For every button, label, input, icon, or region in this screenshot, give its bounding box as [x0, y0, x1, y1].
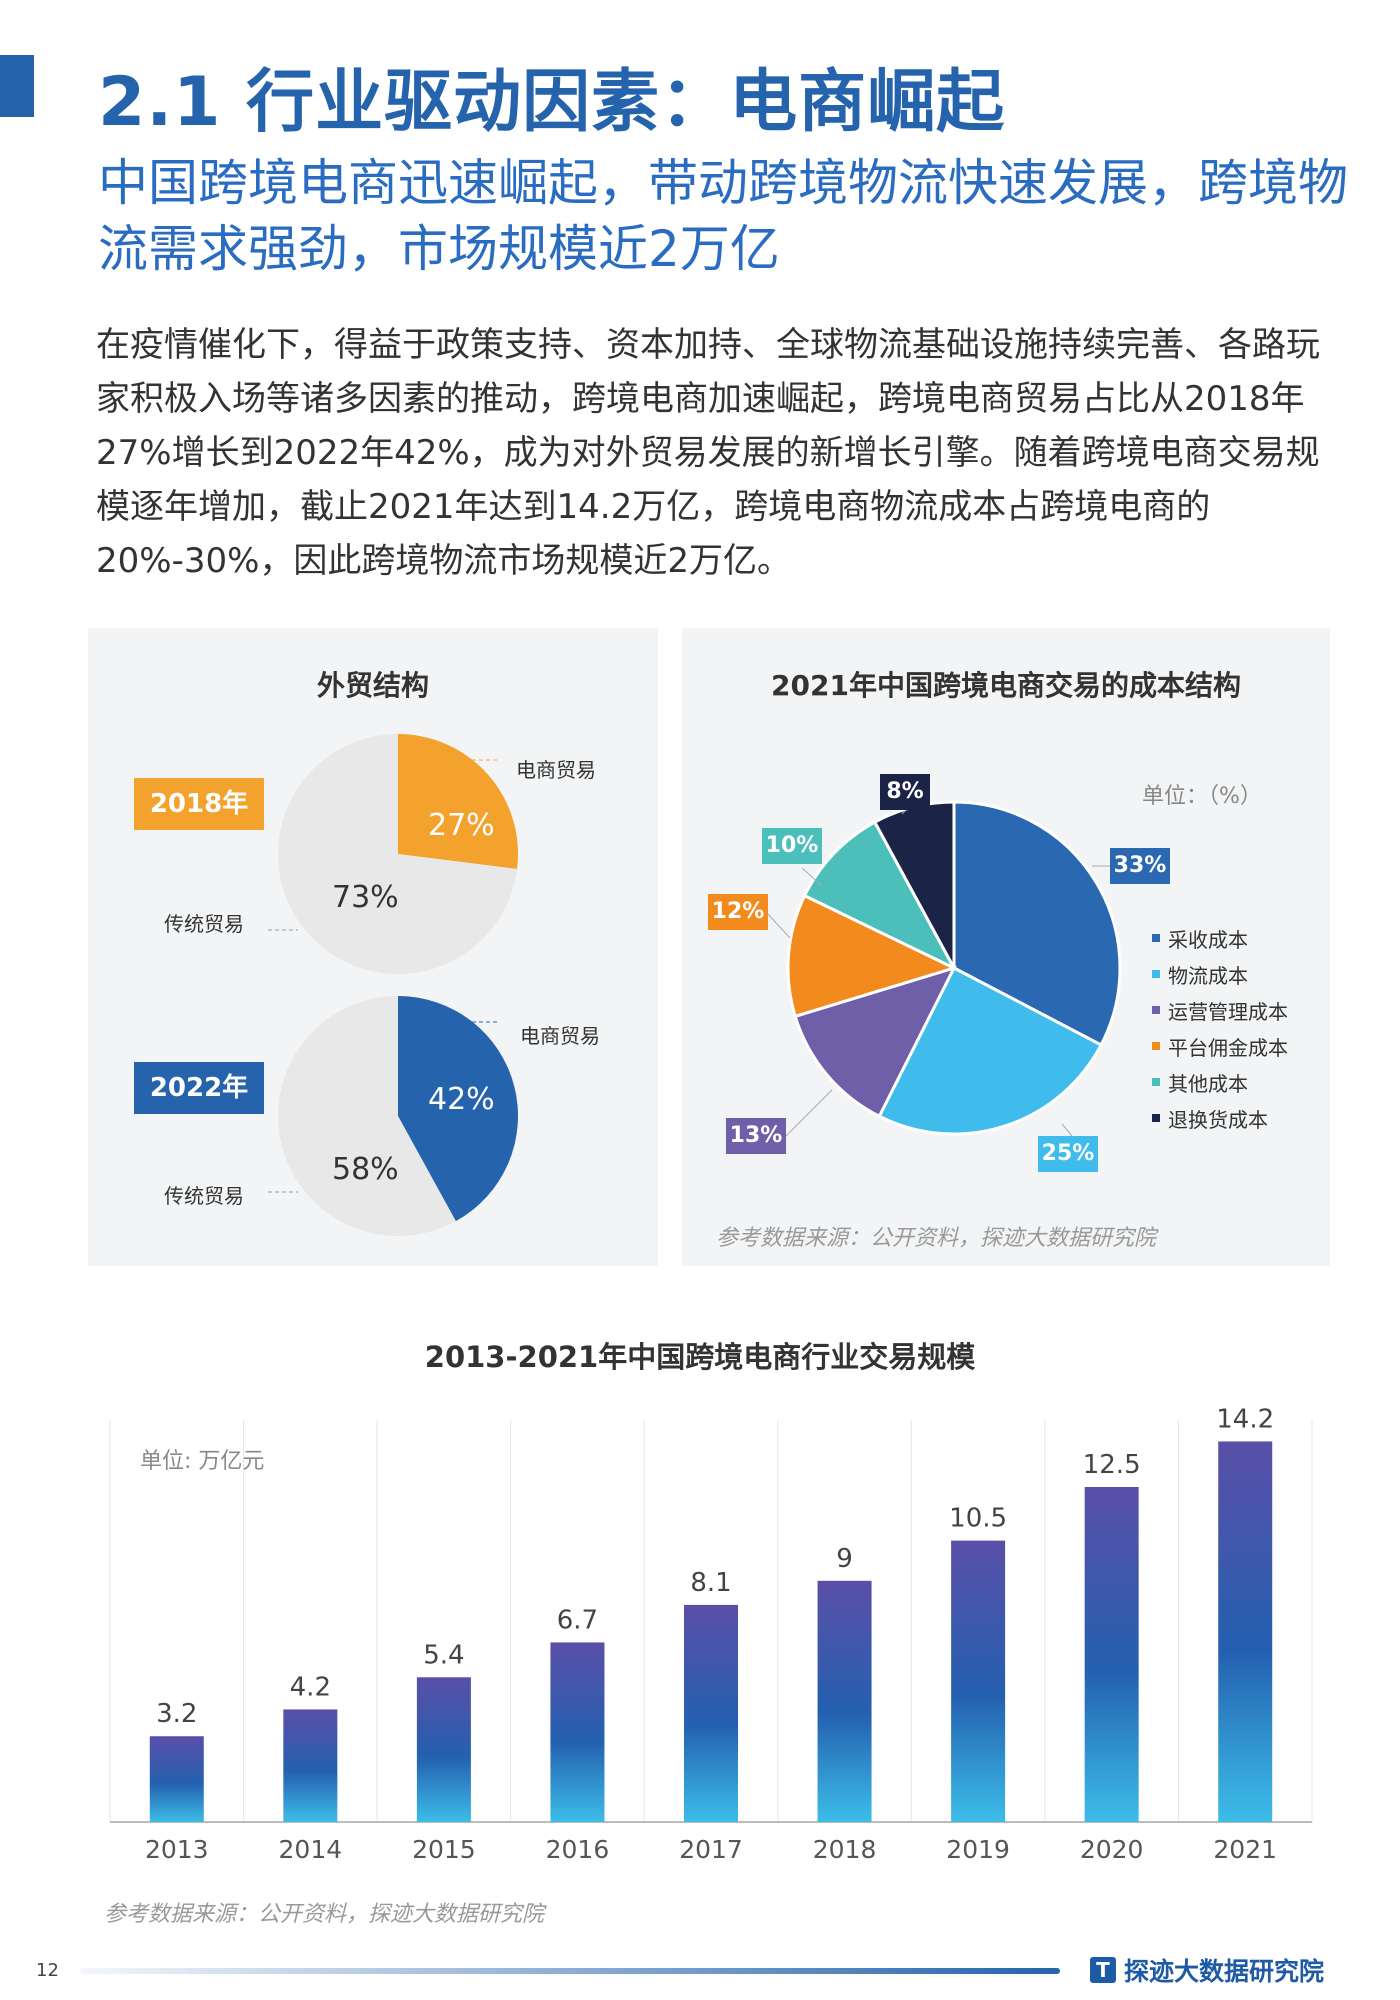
bar-category-2014: 2014 [279, 1835, 343, 1864]
page-number: 12 [36, 1960, 59, 1981]
bar-2015 [416, 1677, 471, 1822]
footer-brand: T 探迹大数据研究院 [1090, 1952, 1324, 1988]
legend-swatch [1152, 1042, 1160, 1050]
bar-category-2019: 2019 [946, 1835, 1010, 1864]
cost-pct-platform: 12% [708, 894, 768, 930]
brand-name: 探迹大数据研究院 [1124, 1957, 1325, 1986]
bar-value-2013: 3.2 [156, 1699, 197, 1729]
year-badge-2018: 2018年 [134, 778, 264, 830]
bar-2013 [149, 1736, 204, 1822]
leader-line [901, 809, 907, 815]
legend-label: 运营管理成本 [1168, 999, 1288, 1024]
bar-category-2016: 2016 [546, 1835, 610, 1864]
brand-logo-icon: T [1090, 1957, 1116, 1983]
leader-line [785, 1089, 833, 1137]
accent-bar [0, 55, 34, 117]
cost-pct-returns: 8% [880, 774, 930, 810]
bar-category-2017: 2017 [679, 1835, 743, 1864]
bar-value-2016: 6.7 [557, 1605, 598, 1635]
legend-label: 平台佣金成本 [1168, 1035, 1288, 1060]
cost-pct-logistics: 25% [1038, 1136, 1098, 1172]
cost-legend: 采收成本 物流成本 运营管理成本 平台佣金成本 其他成本 退换货成本 [1152, 920, 1288, 1136]
bar-value-2014: 4.2 [290, 1672, 331, 1702]
bar-value-2019: 10.5 [949, 1504, 1007, 1534]
bar-chart-title: 2013-2021年中国跨境电商行业交易规模 [424, 1340, 976, 1374]
pie-pct-traditional-2022: 58% [332, 1152, 399, 1187]
cost-pct-other: 10% [762, 828, 822, 864]
bar-category-2020: 2020 [1080, 1835, 1144, 1864]
legend-swatch [1152, 934, 1160, 942]
page-title: 2.1 行业驱动因素：电商崛起 [98, 63, 1006, 142]
pie-label-traditional-2022: 传统贸易 [164, 1184, 244, 1208]
cost-unit-note: 单位：（%） [1142, 784, 1262, 809]
pie-label-ecommerce-2018: 电商贸易 [516, 758, 596, 782]
legend-item-other: 其他成本 [1152, 1064, 1288, 1100]
page-subtitle: 中国跨境电商迅速崛起，带动跨境物流快速发展，跨境物流需求强劲，市场规模近2万亿 [98, 154, 1348, 278]
bar-value-2018: 9 [836, 1544, 853, 1574]
bar-unit-note: 单位: 万亿元 [140, 1449, 264, 1474]
bar-value-2021: 14.2 [1216, 1404, 1274, 1434]
legend-label: 退换货成本 [1168, 1107, 1268, 1132]
trade-pie-1-slice-1 [278, 996, 456, 1236]
trade-pie-1-slice-0 [398, 996, 518, 1222]
pie-pct-ecommerce-2022: 42% [428, 1082, 495, 1117]
leader-line [765, 911, 791, 939]
bar-2018 [817, 1580, 872, 1822]
bottom-source-note: 参考数据来源：公开资料，探迹大数据研究院 [104, 1902, 545, 1927]
cost-pie-slice-3 [786, 893, 959, 1019]
trade-structure-panel: 外贸结构 2018年 2022年 电商贸易 传统贸易 27% 73% 电商贸易 … [88, 628, 658, 1266]
legend-label: 其他成本 [1168, 1071, 1248, 1096]
cost-pie-slice-4 [802, 820, 958, 972]
body-paragraph: 在疫情催化下，得益于政策支持、资本加持、全球物流基础设施持续完善、各路玩家积极入… [96, 325, 1320, 581]
bar-2019 [951, 1540, 1006, 1822]
cost-pie-slice-0 [952, 800, 1122, 1047]
bar-category-2015: 2015 [412, 1835, 476, 1864]
cost-pct-operations: 13% [726, 1118, 786, 1154]
legend-item-returns: 退换货成本 [1152, 1100, 1288, 1136]
leader-line [801, 867, 823, 887]
bar-2021 [1218, 1441, 1273, 1822]
bar-2017 [684, 1604, 738, 1822]
bar-2014 [283, 1709, 338, 1822]
trade-pie-0-slice-0 [398, 734, 518, 870]
bar-category-2013: 2013 [145, 1835, 209, 1864]
legend-item-purchase: 采收成本 [1152, 920, 1288, 956]
legend-item-operations: 运营管理成本 [1152, 992, 1288, 1028]
legend-swatch [1152, 1078, 1160, 1086]
cost-structure-panel: 2021年中国跨境电商交易的成本结构 单位：（%） 33% 25% 13% 12… [682, 628, 1330, 1266]
legend-swatch [1152, 1114, 1160, 1122]
legend-label: 物流成本 [1168, 963, 1248, 988]
cost-structure-chart [765, 800, 1122, 1149]
legend-label: 采收成本 [1168, 927, 1248, 952]
trade-pie-0-slice-1 [278, 734, 518, 974]
trade-structure-title: 外贸结构 [316, 669, 429, 702]
cost-source-note: 参考数据来源：公开资料，探迹大数据研究院 [716, 1226, 1157, 1251]
trade-structure-chart [268, 734, 518, 1236]
bar-category-2021: 2021 [1213, 1835, 1277, 1864]
bar-category-2018: 2018 [813, 1835, 877, 1864]
year-badge-2022: 2022年 [134, 1062, 264, 1114]
cost-structure-title: 2021年中国跨境电商交易的成本结构 [771, 669, 1241, 702]
bar-2020 [1084, 1487, 1139, 1822]
bar-value-2020: 12.5 [1083, 1450, 1141, 1480]
cost-pct-purchase: 33% [1110, 848, 1170, 884]
bar-chart: 单位: 万亿元 3.2 2013 4.2 2014 5.4 2015 6.7 2016 8.1 20… [109, 1404, 1313, 1864]
legend-swatch [1152, 970, 1160, 978]
pie-label-traditional-2018: 传统贸易 [164, 912, 244, 936]
legend-item-platform: 平台佣金成本 [1152, 1028, 1288, 1064]
pie-pct-traditional-2018: 73% [332, 880, 399, 915]
footer-line [80, 1968, 1060, 1974]
pie-label-ecommerce-2022: 电商贸易 [520, 1024, 600, 1048]
legend-swatch [1152, 1006, 1160, 1014]
bar-value-2015: 5.4 [423, 1640, 464, 1670]
bar-2016 [550, 1642, 605, 1822]
pie-pct-ecommerce-2018: 27% [428, 808, 495, 843]
legend-item-logistics: 物流成本 [1152, 956, 1288, 992]
bar-value-2017: 8.1 [690, 1568, 731, 1598]
